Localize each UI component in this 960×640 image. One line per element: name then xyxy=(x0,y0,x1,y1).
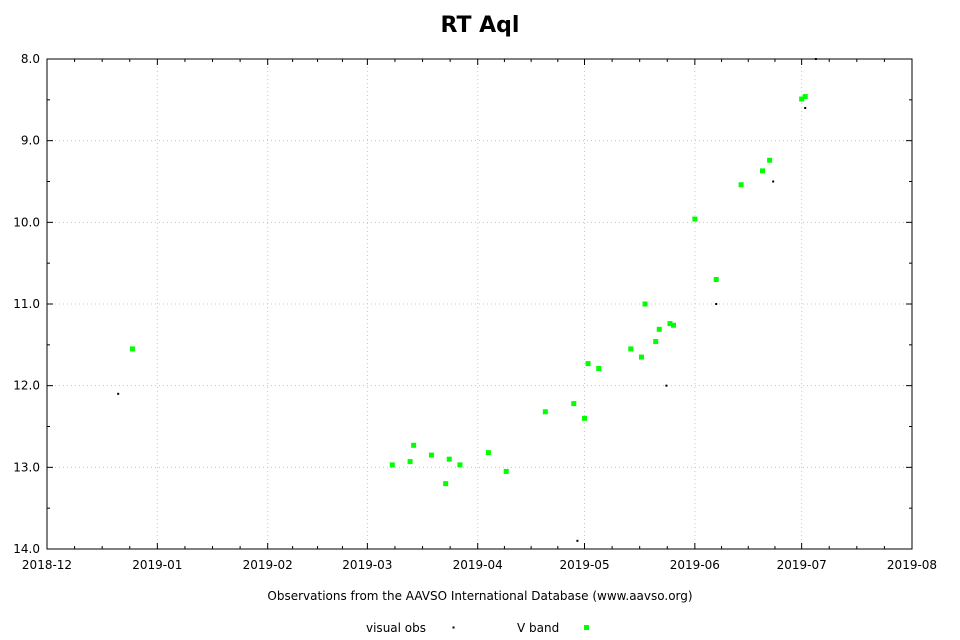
legend-label-v-band: V band xyxy=(517,621,559,635)
data-point-visual-obs xyxy=(804,107,807,109)
axis-ticks xyxy=(46,58,913,550)
y-tick-label: 11.0 xyxy=(13,297,40,311)
legend-swatch-visual-obs xyxy=(452,626,455,629)
data-point-visual-obs xyxy=(772,180,775,183)
y-tick-label: 8.0 xyxy=(21,52,40,66)
data-point-v-band xyxy=(485,450,491,456)
x-axis-label: Observations from the AAVSO Internationa… xyxy=(267,589,692,603)
data-point-v-band xyxy=(692,216,698,222)
y-tick-label: 9.0 xyxy=(21,134,40,148)
x-tick-label: 2019-08 xyxy=(887,558,937,572)
data-point-v-band xyxy=(582,415,588,421)
data-point-v-band xyxy=(802,94,808,100)
data-point-v-band xyxy=(738,182,744,188)
data-point-v-band xyxy=(767,157,773,163)
data-point-v-band xyxy=(671,322,677,328)
data-point-v-band xyxy=(713,277,719,282)
data-point-v-band xyxy=(596,366,602,372)
data-point-v-band xyxy=(653,339,659,345)
legend-label-visual-obs: visual obs xyxy=(366,621,426,635)
y-tick-label: 13.0 xyxy=(13,460,40,474)
data-point-visual-obs xyxy=(576,539,579,542)
legend-swatch-v-band xyxy=(584,625,589,630)
chart-title: RT Aql xyxy=(441,13,520,38)
legend: visual obs V band xyxy=(366,621,589,635)
data-point-v-band xyxy=(628,346,634,352)
data-point-v-band xyxy=(759,168,765,174)
data-point-v-band xyxy=(542,409,548,415)
y-tick-label: 12.0 xyxy=(13,379,40,393)
data-point-v-band xyxy=(571,401,577,407)
y-tick-labels: 8.0 9.0 10.0 11.0 12.0 13.0 14.0 xyxy=(13,52,40,556)
x-tick-label: 2019-06 xyxy=(670,558,720,572)
x-tick-label: 2019-04 xyxy=(453,558,503,572)
x-tick-label: 2019-03 xyxy=(342,558,392,572)
data-point-v-band xyxy=(457,462,463,468)
data-point-v-band xyxy=(642,301,648,307)
data-point-v-band xyxy=(503,468,509,474)
data-point-v-band xyxy=(389,462,395,468)
x-tick-label: 2019-01 xyxy=(132,558,182,572)
y-tick-label: 10.0 xyxy=(13,215,40,229)
data-point-visual-obs xyxy=(665,384,668,387)
x-tick-label: 2019-02 xyxy=(243,558,293,572)
x-tick-label: 2019-05 xyxy=(559,558,609,572)
data-point-v-band xyxy=(638,354,644,360)
y-tick-label: 14.0 xyxy=(13,542,40,556)
data-point-v-band xyxy=(799,96,805,102)
data-point-visual-obs xyxy=(715,303,718,305)
data-point-v-band xyxy=(411,442,417,448)
data-point-v-band xyxy=(667,321,673,327)
x-tick-label: 2019-07 xyxy=(777,558,827,572)
data-point-v-band xyxy=(129,346,135,352)
data-point-visual-obs xyxy=(117,392,120,395)
x-tick-label: 2018-12 xyxy=(22,558,72,572)
data-point-v-band xyxy=(585,361,591,367)
x-tick-labels: 2018-12 2019-01 2019-02 2019-03 2019-04 2019-… xyxy=(22,558,937,572)
data-point-visual-obs xyxy=(814,58,817,60)
data-point-v-band xyxy=(407,459,413,465)
data-point-v-band xyxy=(446,456,452,462)
data-points xyxy=(117,58,817,542)
data-point-v-band xyxy=(656,326,662,332)
data-point-v-band xyxy=(428,452,434,458)
data-point-v-band xyxy=(443,481,449,487)
